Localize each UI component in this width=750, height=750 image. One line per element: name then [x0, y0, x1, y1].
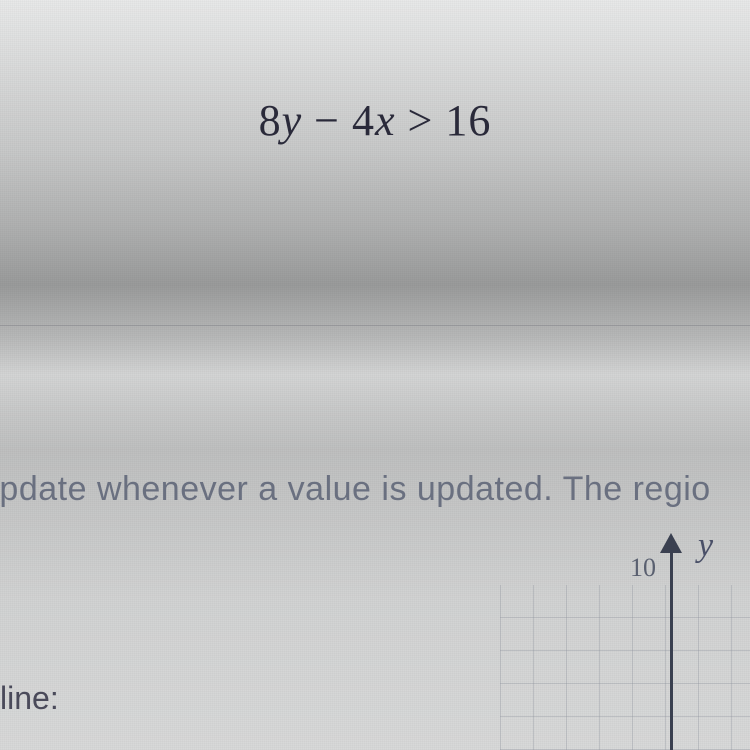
coeff-x: 4: [352, 96, 375, 145]
instruction-text: update whenever a value is updated. The …: [0, 470, 750, 509]
graph-grid: [500, 585, 750, 750]
y-axis: [670, 545, 673, 750]
coordinate-graph: y 10: [500, 515, 750, 750]
var-y: y: [282, 96, 303, 145]
equation-container: 8y − 4x > 16: [0, 95, 750, 146]
greater-than-operator: >: [408, 96, 434, 145]
var-x: x: [375, 96, 396, 145]
section-divider: [0, 325, 750, 326]
page-background: 8y − 4x > 16 update whenever a value is …: [0, 0, 750, 750]
y-axis-label: y: [698, 527, 713, 565]
inequality-expression: 8y − 4x > 16: [259, 96, 492, 145]
line-label: line:: [0, 680, 59, 717]
coeff-y: 8: [259, 96, 282, 145]
y-tick-10: 10: [630, 553, 656, 583]
minus-sign: −: [314, 96, 340, 145]
rhs-value: 16: [445, 96, 491, 145]
y-axis-arrow-icon: [660, 533, 682, 553]
